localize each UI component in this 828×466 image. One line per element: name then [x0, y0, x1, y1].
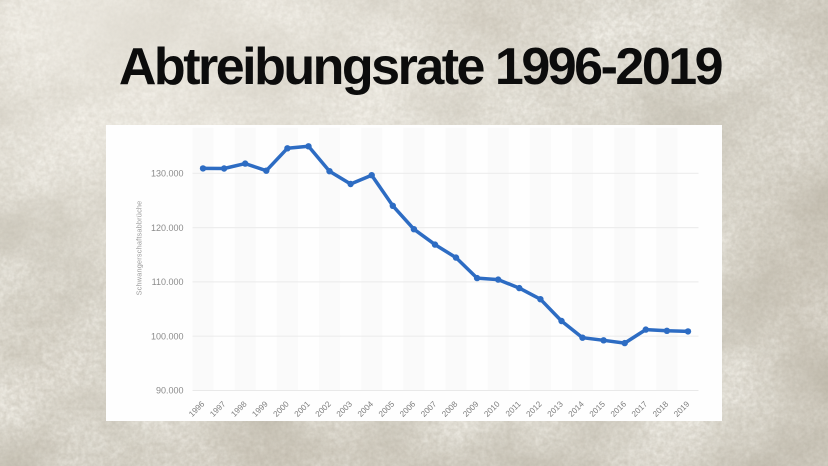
svg-text:1997: 1997: [208, 399, 228, 419]
svg-text:130.000: 130.000: [151, 169, 184, 179]
svg-text:1996: 1996: [187, 399, 207, 419]
svg-text:2004: 2004: [356, 399, 376, 419]
svg-text:2014: 2014: [567, 399, 587, 419]
svg-text:2007: 2007: [419, 399, 439, 419]
svg-text:2009: 2009: [461, 399, 481, 419]
svg-text:2005: 2005: [377, 399, 397, 419]
svg-text:1999: 1999: [250, 399, 270, 419]
svg-text:Schwangerschaftsabbrüche: Schwangerschaftsabbrüche: [135, 201, 144, 296]
svg-text:2002: 2002: [314, 399, 334, 419]
svg-text:1998: 1998: [229, 399, 249, 419]
svg-text:2001: 2001: [293, 399, 313, 419]
svg-text:2006: 2006: [398, 399, 418, 419]
svg-text:2011: 2011: [504, 399, 523, 418]
svg-text:2008: 2008: [440, 399, 460, 419]
svg-text:90.000: 90.000: [156, 386, 184, 396]
svg-text:110.000: 110.000: [152, 277, 184, 287]
svg-text:100.000: 100.000: [151, 331, 184, 341]
svg-text:120.000: 120.000: [151, 223, 184, 233]
svg-text:2013: 2013: [546, 399, 566, 419]
svg-text:2010: 2010: [482, 399, 502, 419]
svg-text:2019: 2019: [672, 399, 692, 419]
svg-text:2016: 2016: [609, 399, 629, 419]
svg-text:2003: 2003: [335, 399, 355, 419]
svg-text:2000: 2000: [272, 399, 292, 419]
svg-text:2012: 2012: [525, 399, 545, 419]
svg-text:2017: 2017: [630, 399, 650, 419]
svg-text:2015: 2015: [588, 399, 608, 419]
svg-text:2018: 2018: [651, 399, 671, 419]
